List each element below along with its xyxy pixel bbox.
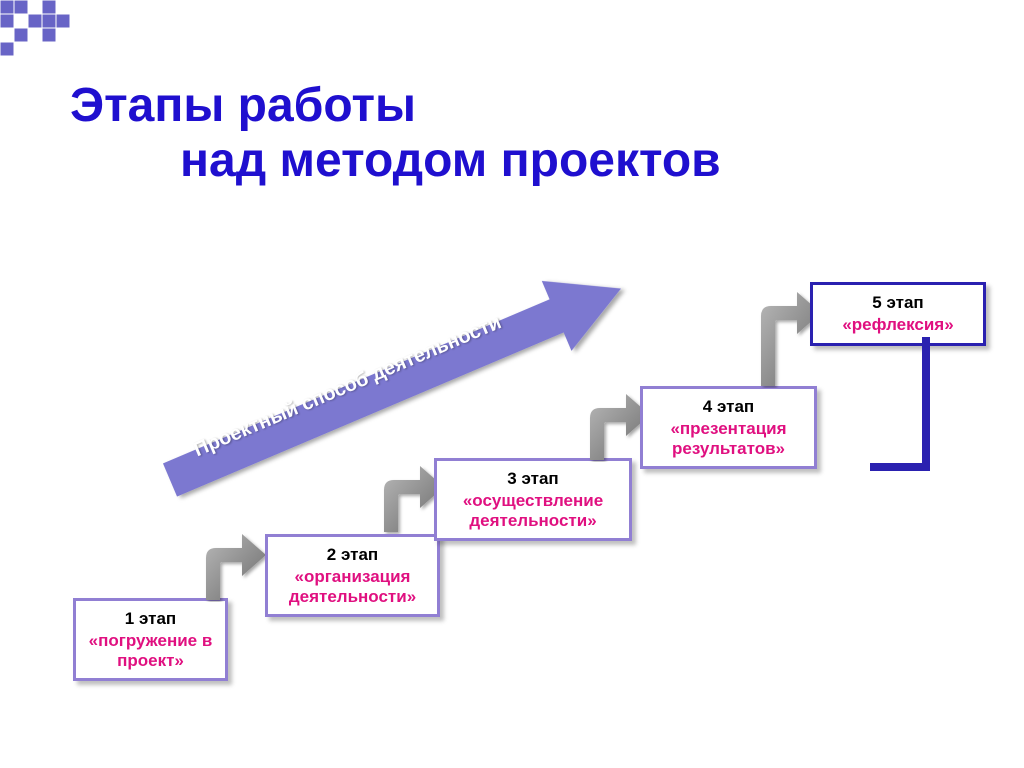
stage-1: 1 этап «погружение в проект» <box>73 598 228 681</box>
stage-1-number: 1 этап <box>86 609 215 629</box>
stage-4-number: 4 этап <box>653 397 804 417</box>
corner-decoration <box>0 0 100 60</box>
stage-5-riser <box>922 337 930 469</box>
stage-2-label: «организация деятельности» <box>278 567 427 606</box>
stage-3-label: «осуществление деятельности» <box>447 491 619 530</box>
stage-5-number: 5 этап <box>823 293 973 313</box>
stage-3-number: 3 этап <box>447 469 619 489</box>
step-arrow-icon <box>200 530 270 607</box>
title-line-1: Этапы работы <box>70 78 721 133</box>
stage-4: 4 этап «презентация результатов» <box>640 386 817 469</box>
title-line-2: над методом проектов <box>180 133 721 188</box>
stage-5: 5 этап «рефлексия» <box>810 282 986 346</box>
slide-title: Этапы работы над методом проектов <box>70 78 721 188</box>
stage-5-riser-foot <box>870 463 930 471</box>
stage-5-label: «рефлексия» <box>823 315 973 335</box>
stage-3: 3 этап «осуществление деятельности» <box>434 458 632 541</box>
stage-1-label: «погружение в проект» <box>86 631 215 670</box>
stage-4-label: «презентация результатов» <box>653 419 804 458</box>
stage-2-number: 2 этап <box>278 545 427 565</box>
stage-2: 2 этап «организация деятельности» <box>265 534 440 617</box>
